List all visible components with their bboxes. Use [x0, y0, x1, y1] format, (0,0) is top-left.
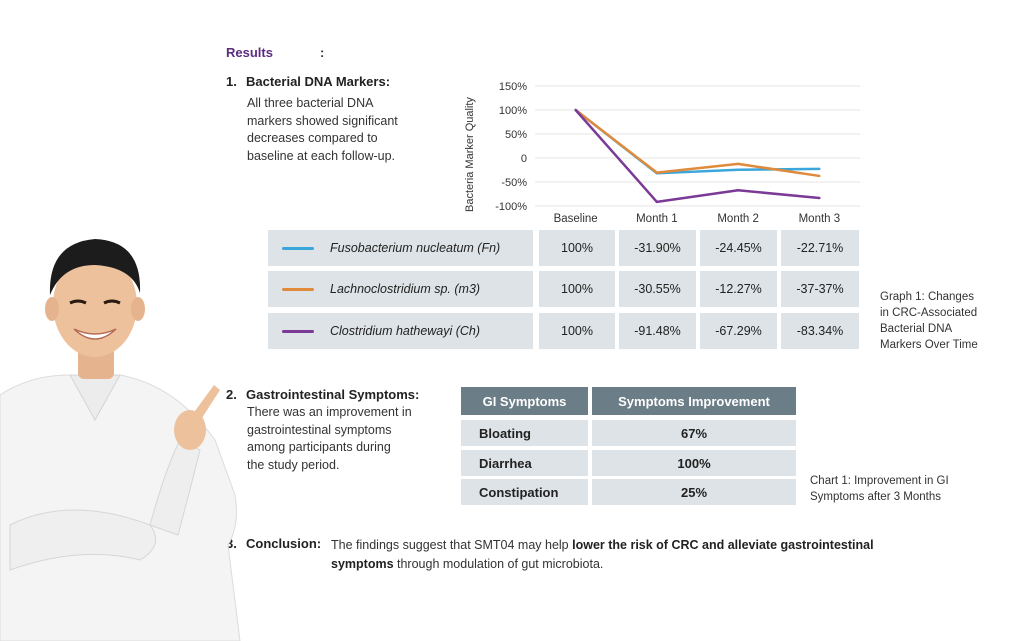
x-tick-label: Baseline	[554, 213, 598, 225]
caption-line: Markers Over Time	[880, 339, 978, 351]
gi-improvement-cell: 100%	[592, 450, 796, 476]
conclusion-plain-2: through modulation of gut microbiota.	[393, 557, 604, 571]
caption-line: Chart 1: Improvement in GI	[810, 475, 949, 487]
legend-line-m3	[282, 287, 314, 291]
data-point	[736, 162, 740, 166]
series-name-cell: Clostridium hathewayi (Ch)	[268, 313, 533, 349]
legend-line-ch	[282, 329, 314, 333]
conclusion-plain-1: The findings suggest that SMT04 may help	[331, 538, 573, 552]
section2-heading: Gastrointestinal Symptoms:	[246, 387, 420, 402]
section1-line: markers showed significant	[247, 113, 398, 128]
data-point	[818, 196, 821, 200]
y-tick-label: 50%	[505, 129, 527, 141]
conclusion-text: The findings suggest that SMT04 may help…	[331, 536, 971, 574]
data-point	[655, 171, 659, 174]
table-cell: -31.90%	[619, 230, 696, 266]
series-line-0	[574, 109, 820, 175]
section2-body: There was an improvement in gastrointest…	[247, 404, 412, 474]
series-name: Clostridium hathewayi (Ch)	[330, 324, 481, 338]
table-cell: 100%	[539, 230, 615, 266]
table-cell: -37-37%	[781, 271, 859, 307]
gi-improvement-cell: 67%	[592, 420, 796, 446]
gi-symptom-cell: Diarrhea	[461, 450, 588, 476]
legend-line-fn	[282, 246, 314, 250]
results-title: Results	[226, 45, 273, 60]
table-cell: 100%	[539, 313, 615, 349]
results-colon: :	[320, 45, 325, 60]
section1-line: baseline at each follow-up.	[247, 148, 396, 163]
table-cell: -22.71%	[781, 230, 859, 266]
table-cell: -67.29%	[700, 313, 777, 349]
section2-line: There was an improvement in	[247, 405, 412, 419]
table-cell: -30.55%	[619, 271, 696, 307]
gi-improvement-cell: 25%	[592, 479, 796, 505]
section1-line: decreases compared to	[247, 131, 378, 145]
section3-heading: Conclusion:	[246, 536, 322, 551]
section1-number: 1.	[226, 74, 237, 89]
caption-line: Bacterial DNA	[880, 323, 953, 335]
x-tick-label: Month 3	[799, 213, 841, 225]
table-cell: -24.45%	[700, 230, 777, 266]
chart-caption: Chart 1: Improvement in GI Symptoms afte…	[810, 473, 949, 505]
y-tick-label: -100%	[495, 201, 527, 213]
data-point	[736, 189, 740, 192]
x-tick-label: Month 1	[636, 213, 678, 225]
gi-header-symptoms: GI Symptoms	[461, 387, 588, 415]
caption-line: Symptoms after 3 Months	[810, 491, 942, 503]
gi-symptom-cell: Constipation	[461, 479, 588, 505]
series-name: Fusobacterium nucleatum (Fn)	[330, 241, 501, 255]
caption-line: Graph 1: Changes	[880, 291, 974, 303]
table-cell: -91.48%	[619, 313, 696, 349]
presenter-photo	[0, 239, 241, 641]
conclusion-bold-2: symptoms	[331, 557, 394, 571]
table-cell: -83.34%	[781, 313, 859, 349]
section2-line: gastrointestinal symptoms	[247, 422, 392, 437]
y-tick-label: 0	[521, 153, 527, 165]
data-point	[655, 200, 659, 204]
gi-header-improvement: Symptoms Improvement	[592, 387, 796, 415]
series-line-1	[574, 109, 820, 178]
y-tick-label: 150%	[499, 81, 527, 93]
y-tick-label: 100%	[499, 105, 527, 117]
dna-line-chart: 150% 100% 50% 0 -50% -100% Baseline Month 1 Mont…	[495, 81, 860, 225]
section2-line: among participants during	[247, 440, 391, 454]
section3-number: 3.	[226, 536, 237, 551]
series-line-2	[574, 109, 820, 204]
data-point	[574, 108, 577, 112]
conclusion-bold-1: lower the risk of CRC and alleviate gast…	[572, 538, 874, 552]
data-point	[818, 167, 821, 171]
table-cell: -12.27%	[700, 271, 777, 307]
gi-symptom-cell: Bloating	[461, 420, 588, 446]
series-name: Lachnoclostridium sp. (m3)	[330, 282, 481, 296]
x-tick-label: Month 2	[717, 213, 759, 225]
series-name-cell: Lachnoclostridium sp. (m3)	[268, 271, 533, 307]
graph-caption: Graph 1: Changes in CRC-Associated Bacte…	[880, 289, 978, 353]
series-name-cell: Fusobacterium nucleatum (Fn)	[268, 230, 533, 266]
data-point	[736, 168, 740, 171]
section1-body: All three bacterial DNA markers showed s…	[247, 95, 398, 165]
table-cell: 100%	[539, 271, 615, 307]
caption-line: in CRC-Associated	[880, 307, 978, 319]
data-point	[818, 174, 821, 178]
section1-heading: Bacterial DNA Markers:	[246, 74, 391, 89]
section1-line: All three bacterial DNA	[247, 96, 374, 110]
y-tick-label: -50%	[501, 177, 527, 189]
section2-line: the study period.	[247, 457, 340, 472]
section2-number: 2.	[226, 387, 237, 402]
